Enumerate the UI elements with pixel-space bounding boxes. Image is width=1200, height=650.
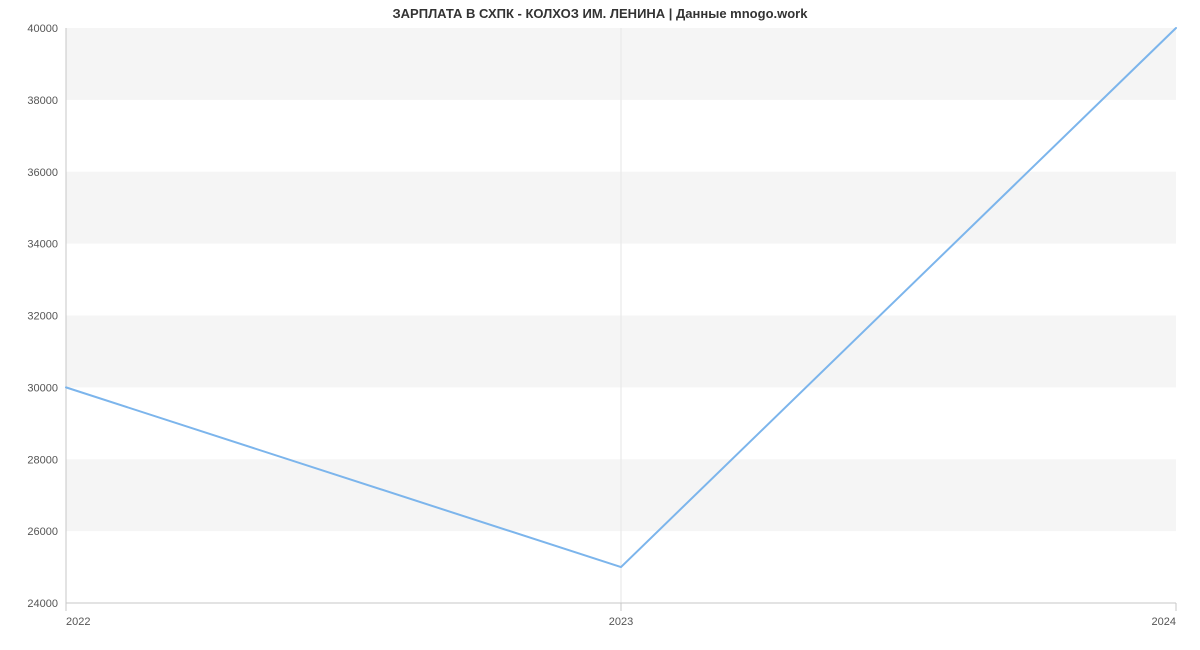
y-tick-label: 28000: [27, 454, 58, 466]
y-tick-label: 34000: [27, 239, 58, 251]
y-tick-label: 40000: [27, 23, 58, 35]
line-chart: ЗАРПЛАТА В СХПК - КОЛХОЗ ИМ. ЛЕНИНА | Да…: [0, 0, 1200, 650]
y-tick-label: 38000: [27, 95, 58, 107]
chart-title: ЗАРПЛАТА В СХПК - КОЛХОЗ ИМ. ЛЕНИНА | Да…: [0, 6, 1200, 21]
y-tick-label: 26000: [27, 526, 58, 538]
x-tick-label: 2022: [66, 616, 90, 628]
x-tick-label: 2024: [1152, 616, 1176, 628]
y-tick-label: 24000: [27, 598, 58, 610]
y-tick-label: 30000: [27, 382, 58, 394]
y-tick-label: 36000: [27, 167, 58, 179]
x-tick-label: 2023: [609, 616, 633, 628]
y-tick-label: 32000: [27, 311, 58, 323]
chart-svg: 24000 26000 28000 30000 32000 34000 36000 38000…: [0, 0, 1200, 650]
